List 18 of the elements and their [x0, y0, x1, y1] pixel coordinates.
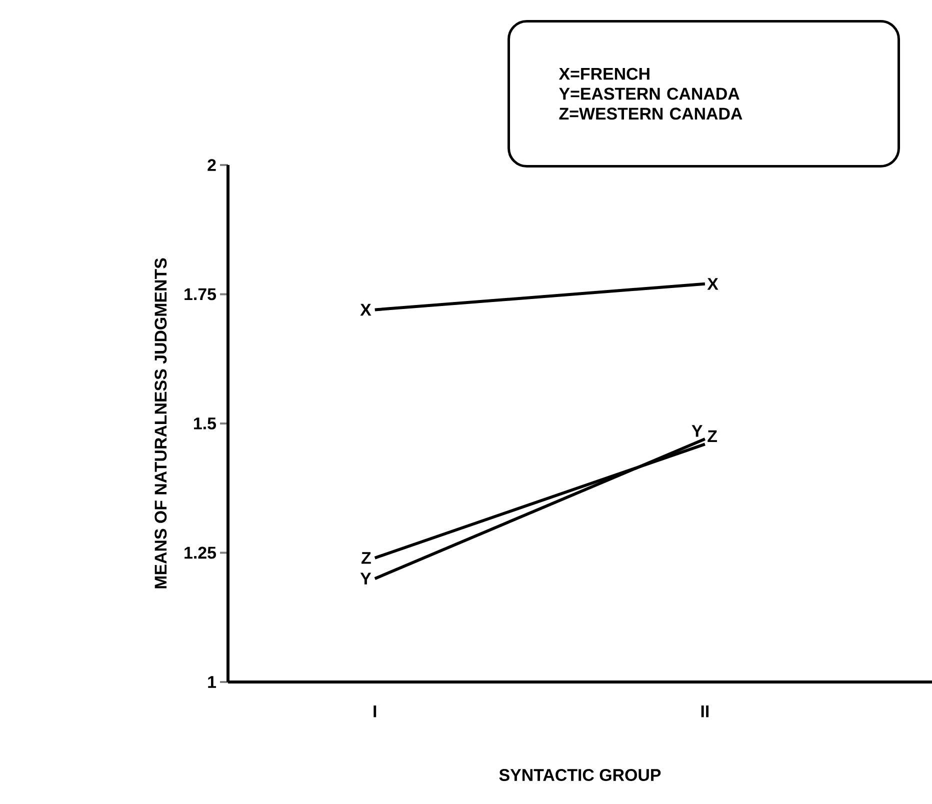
y-tick-label: 1.5 [194, 418, 216, 430]
text: X=FRENCH [558, 68, 650, 80]
text: Y [360, 572, 372, 584]
series-label: Y [692, 425, 702, 437]
x-axis-title: SYNTACTIC GROUP [499, 769, 661, 782]
y-tick-label: 1 [208, 676, 216, 688]
x-tick-label: II [701, 706, 709, 718]
text: Y=EASTERN CANADA [559, 88, 740, 100]
text: Z=WESTERN CANADA [559, 108, 742, 120]
y-tick-label: 2 [208, 159, 216, 171]
text: X [360, 304, 372, 316]
series-label: X [707, 278, 718, 290]
series-label: Z [708, 430, 717, 442]
y-tick-label: 1.25 [184, 546, 216, 559]
text: Z [362, 552, 371, 564]
y-tick-label: 1.75 [184, 288, 216, 300]
x-tick-label: I [374, 706, 376, 718]
y-axis-title: MEANS OF NATURALNESS JUDGMENTS [154, 258, 167, 588]
